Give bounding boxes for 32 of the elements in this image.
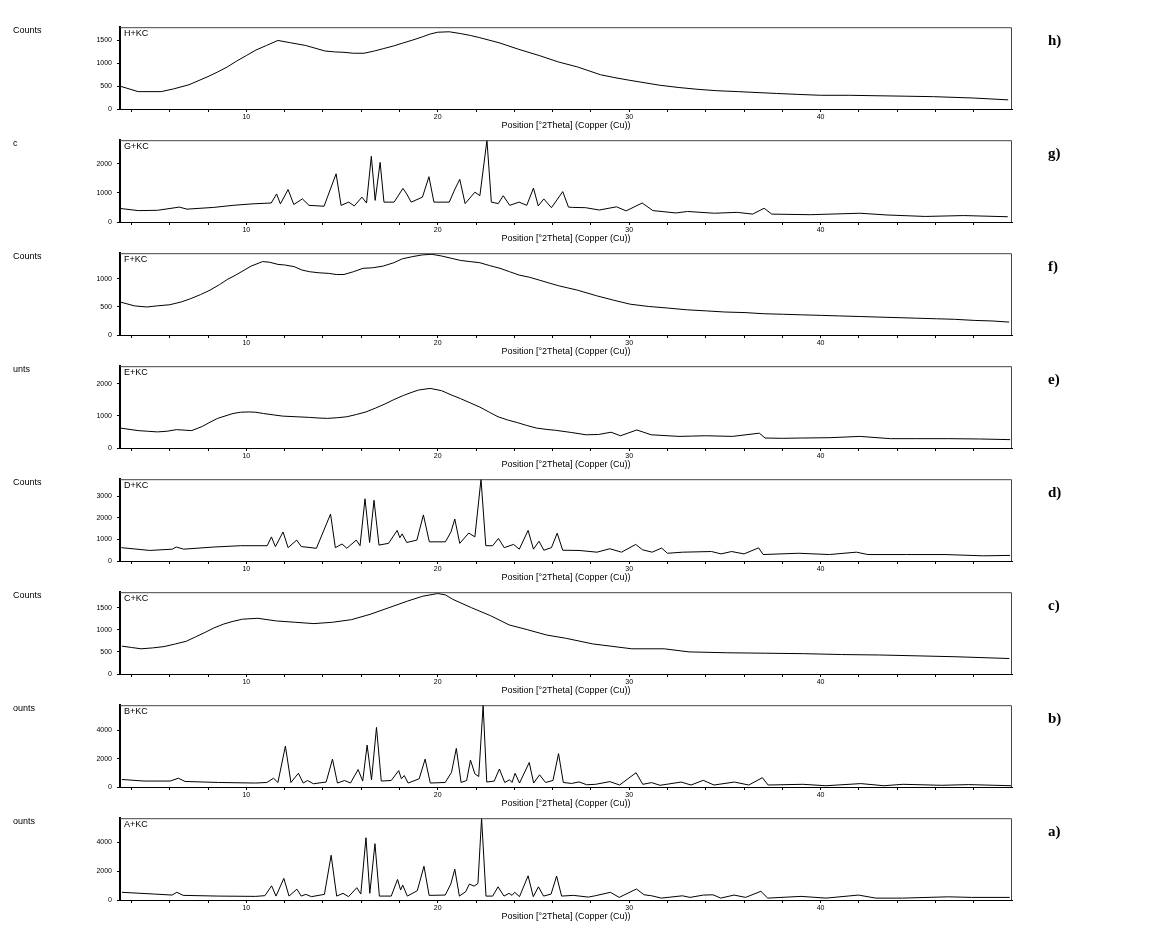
text: c)	[1048, 597, 1060, 615]
x-axis-title: Position [°2Theta] (Copper (Cu))	[501, 685, 631, 696]
y-axis-title: Counts	[13, 476, 43, 487]
text: e)	[1048, 371, 1060, 389]
y-axis-title: Counts	[13, 24, 43, 35]
chart-subtitle: C+KC	[124, 593, 149, 604]
text: d)	[1048, 484, 1062, 502]
chart-subtitle: A+KC	[124, 819, 149, 830]
text: f)	[1048, 258, 1058, 276]
chart-subtitle: B+KC	[124, 706, 149, 717]
chart-subtitle: F+KC	[124, 254, 148, 265]
y-axis-title: c	[13, 137, 18, 148]
text: b)	[1048, 710, 1062, 728]
chart-subtitle: G+KC	[124, 141, 150, 152]
y-axis-title: ounts	[13, 815, 36, 826]
chart-subtitle: E+KC	[124, 367, 149, 378]
text: g)	[1048, 145, 1061, 163]
x-axis-title: Position [°2Theta] (Copper (Cu))	[501, 233, 631, 244]
text: a)	[1048, 823, 1061, 841]
y-axis-title: ounts	[13, 702, 36, 713]
y-axis-title: Counts	[13, 250, 43, 261]
text: h)	[1048, 32, 1062, 50]
x-axis-title: Position [°2Theta] (Copper (Cu))	[501, 459, 631, 470]
x-axis-title: Position [°2Theta] (Copper (Cu))	[501, 911, 631, 922]
chart-subtitle: H+KC	[124, 28, 149, 39]
y-axis-title: unts	[13, 363, 31, 374]
x-axis-title: Position [°2Theta] (Copper (Cu))	[501, 346, 631, 357]
x-axis-title: Position [°2Theta] (Copper (Cu))	[501, 572, 631, 583]
y-axis-title: Counts	[13, 589, 43, 600]
x-axis-title: Position [°2Theta] (Copper (Cu))	[501, 798, 631, 809]
chart-subtitle: D+KC	[124, 480, 149, 491]
x-axis-title: Position [°2Theta] (Copper (Cu))	[501, 120, 631, 131]
